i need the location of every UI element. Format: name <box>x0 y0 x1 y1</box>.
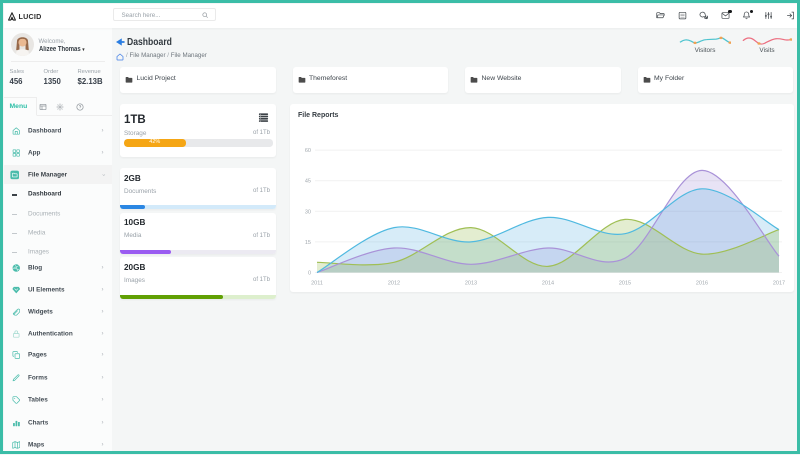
svg-text:2016: 2016 <box>696 281 708 287</box>
svg-text:2013: 2013 <box>465 281 477 287</box>
svg-text:2011: 2011 <box>311 281 323 287</box>
svg-text:2015: 2015 <box>619 281 631 287</box>
svg-text:30: 30 <box>305 209 311 215</box>
svg-text:2012: 2012 <box>388 281 400 287</box>
svg-text:0: 0 <box>308 271 311 277</box>
svg-text:60: 60 <box>305 148 311 154</box>
svg-text:2017: 2017 <box>773 281 785 287</box>
svg-text:45: 45 <box>305 179 311 185</box>
svg-text:2014: 2014 <box>542 281 554 287</box>
svg-text:15: 15 <box>305 240 311 246</box>
